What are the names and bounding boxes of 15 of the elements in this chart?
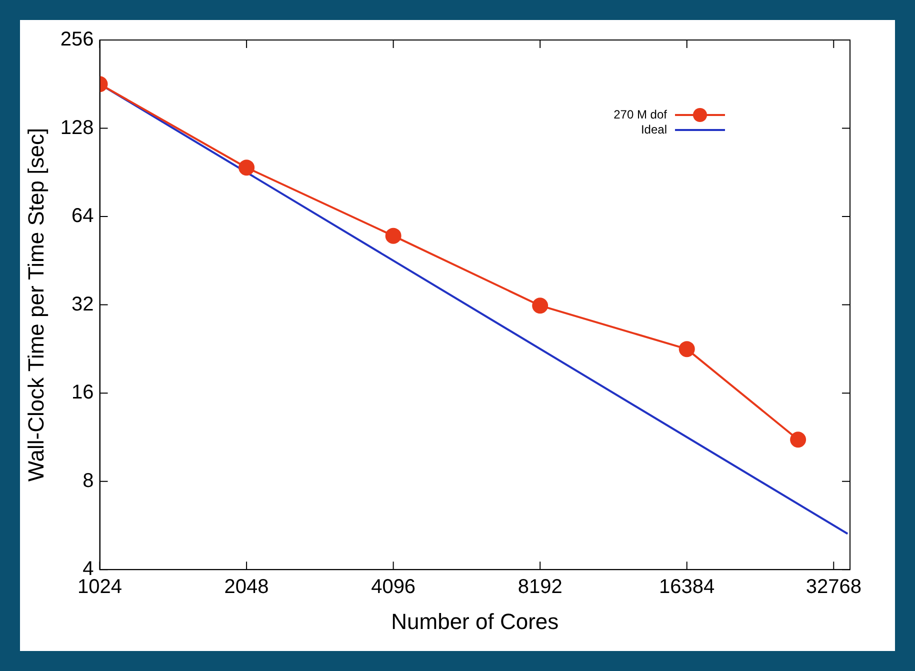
legend-label: Ideal (640, 122, 667, 136)
y-tick-label: 8 (82, 470, 94, 492)
x-tick-label: 4096 (371, 576, 416, 598)
x-tick-label: 16384 (659, 576, 715, 598)
y-tick-label: 16 (72, 382, 94, 404)
y-axis-title: Wall-Clock Time per Time Step [sec] (23, 128, 48, 482)
x-tick-label: 32768 (806, 576, 862, 598)
x-tick-label: 8192 (518, 576, 562, 598)
legend-label: 270 M dof (614, 107, 668, 122)
y-tick-label: 256 (60, 28, 94, 51)
y-tick-label: 128 (60, 116, 94, 139)
y-tick-label: 64 (72, 205, 94, 228)
x-axis-title: Number of Cores (391, 608, 559, 634)
x-tick-label: 2048 (224, 576, 269, 598)
y-tick-label: 32 (72, 293, 94, 316)
